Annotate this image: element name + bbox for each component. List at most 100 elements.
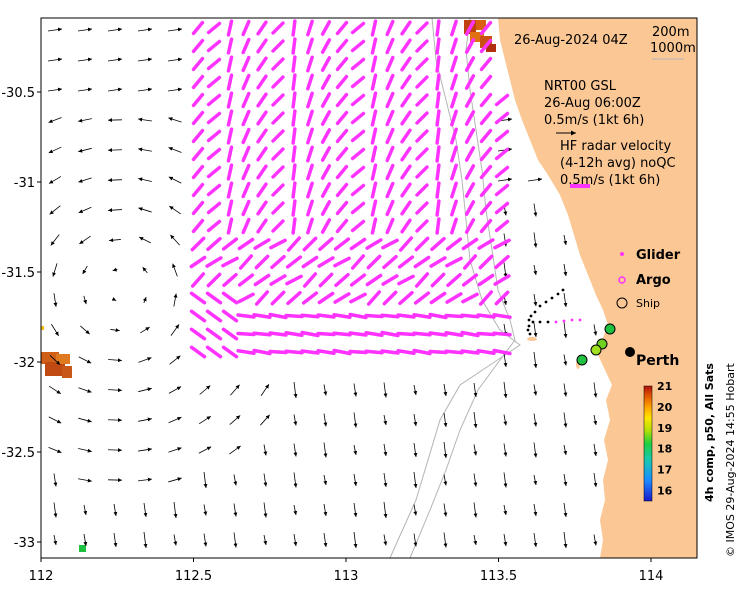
hf-radar-vector bbox=[291, 127, 297, 145]
current-arrow bbox=[233, 503, 238, 517]
current-arrow bbox=[473, 444, 478, 456]
sst-colorbar bbox=[643, 385, 653, 502]
hf-radar-vector bbox=[256, 56, 268, 72]
hf-radar-vector bbox=[412, 348, 432, 356]
hf-radar-vector bbox=[241, 127, 251, 145]
hf-radar-vector bbox=[350, 39, 366, 53]
hf-radar-vector bbox=[476, 331, 496, 337]
hf-radar-vector bbox=[206, 93, 222, 107]
hf-radar-vector bbox=[320, 218, 332, 234]
current-arrow bbox=[203, 471, 208, 489]
hf-radar-vector bbox=[206, 39, 222, 53]
hf-radar-vector bbox=[306, 163, 314, 181]
hf-radar-vector bbox=[191, 74, 205, 90]
hf-radar-vector bbox=[206, 147, 222, 161]
argo-legend-label: Argo bbox=[636, 273, 671, 288]
hf-radar-vector bbox=[478, 290, 494, 306]
hf-radar-vector bbox=[350, 129, 366, 143]
glider-track-point bbox=[546, 320, 550, 324]
colorbar-tick-label: 17 bbox=[657, 464, 672, 477]
hf-radar-vector bbox=[335, 92, 349, 108]
hf-radar-vector bbox=[385, 37, 395, 55]
glider-track-point bbox=[561, 288, 565, 292]
current-arrow bbox=[563, 444, 568, 456]
current-arrow bbox=[293, 504, 298, 516]
hf-radar-vector bbox=[252, 348, 272, 356]
current-arrow bbox=[563, 263, 568, 277]
hf-radar-vector bbox=[226, 109, 234, 127]
y-tick-label: -31 bbox=[14, 176, 35, 191]
glider-track-point bbox=[526, 328, 530, 332]
ship-marker bbox=[576, 354, 588, 366]
current-arrow bbox=[503, 352, 508, 368]
hf-radar-vector bbox=[271, 165, 285, 179]
hf-radar-vector bbox=[400, 164, 412, 180]
hf-radar-vector bbox=[189, 255, 207, 269]
hf-radar-vector bbox=[396, 348, 416, 356]
hf-radar-vector bbox=[320, 56, 332, 72]
hf-radar-vector bbox=[221, 237, 239, 251]
hf-radar-vector bbox=[306, 199, 314, 217]
hf-radar-vector bbox=[256, 164, 268, 180]
hf-radar-vector bbox=[479, 38, 493, 54]
hf-radar-vector bbox=[226, 55, 234, 73]
hf-radar-vector bbox=[412, 312, 432, 320]
current-arrow bbox=[533, 532, 538, 548]
hf-radar-vector bbox=[333, 237, 351, 251]
hf-radar-vector bbox=[494, 111, 510, 125]
current-arrow bbox=[78, 387, 92, 393]
current-arrow bbox=[108, 388, 122, 393]
hf-radar-vector bbox=[271, 147, 285, 161]
hf-radar-vector bbox=[284, 349, 304, 355]
current-arrow bbox=[168, 386, 182, 394]
hf-radar-vector bbox=[400, 92, 412, 108]
current-arrow bbox=[533, 384, 538, 396]
hf-radar-vector bbox=[429, 291, 447, 305]
hf-radar-vector bbox=[415, 129, 429, 143]
current-arrow bbox=[198, 415, 212, 425]
current-arrow bbox=[77, 87, 93, 92]
hf-radar-vector bbox=[494, 93, 510, 107]
hf-radar-vector bbox=[302, 236, 318, 252]
current-arrow bbox=[353, 444, 358, 456]
current-arrow bbox=[473, 502, 478, 518]
current-arrow bbox=[443, 383, 448, 397]
hf-radar-vector bbox=[415, 39, 429, 53]
current-arrow bbox=[142, 296, 147, 304]
hf-radar-vector bbox=[237, 273, 255, 287]
hf-radar-vector bbox=[335, 182, 349, 198]
current-arrow bbox=[443, 412, 448, 428]
hf-radar-vector bbox=[191, 164, 205, 180]
hf-radar-vector bbox=[318, 272, 334, 288]
hf-radar-vector bbox=[464, 182, 476, 198]
current-arrow bbox=[77, 57, 93, 62]
hf-radar-vector bbox=[291, 19, 297, 37]
current-arrow bbox=[110, 328, 120, 333]
hf-radar-vector bbox=[445, 237, 463, 251]
glider-track-point bbox=[531, 320, 535, 324]
hf-radar-vector bbox=[492, 312, 512, 320]
current-arrow bbox=[53, 502, 58, 518]
hf-radar-vector bbox=[382, 290, 398, 306]
current-arrow bbox=[229, 445, 241, 455]
hf-radar-vector bbox=[385, 217, 395, 235]
hf-radar-vector bbox=[221, 309, 239, 323]
hf-radar-vector bbox=[450, 145, 458, 163]
hf-radar-vector bbox=[226, 181, 234, 199]
hf-radar-vector bbox=[206, 75, 222, 89]
hf-radar-vector bbox=[444, 349, 464, 355]
hf-radar-vector bbox=[191, 38, 205, 54]
current-arrow bbox=[77, 27, 93, 32]
colorbar-tick-label: 19 bbox=[657, 422, 672, 435]
hf-radar-vector bbox=[415, 21, 429, 35]
hf-radar-vector bbox=[332, 348, 352, 356]
hf-radar-vector bbox=[385, 73, 395, 91]
hf-radar-vector bbox=[350, 21, 366, 35]
hf-radar-vector bbox=[241, 109, 251, 127]
current-arrow bbox=[503, 381, 508, 399]
hf-radar-vector bbox=[461, 273, 479, 287]
current-arrow bbox=[229, 415, 241, 425]
hf-radar-vector bbox=[335, 38, 349, 54]
hf-radar-vector bbox=[332, 312, 352, 320]
current-arrow bbox=[138, 147, 152, 152]
